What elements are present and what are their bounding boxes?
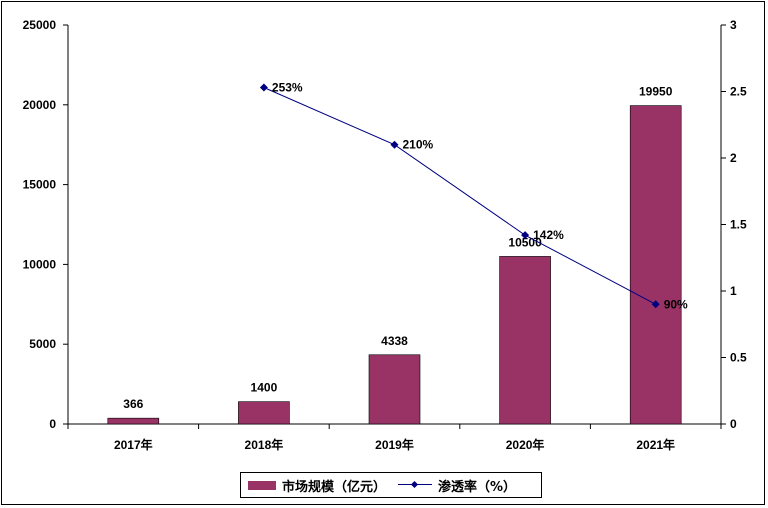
legend-item-bar: 市场规模（亿元） xyxy=(241,476,386,495)
bar-data-label: 19950 xyxy=(639,85,673,99)
line-series xyxy=(263,87,656,305)
right-axis-tick-label: 1.5 xyxy=(730,218,747,232)
line-marker xyxy=(259,83,268,92)
line-marker xyxy=(521,231,530,240)
bar xyxy=(368,354,421,425)
line-marker xyxy=(651,300,660,309)
x-axis-tick-label: 2018年 xyxy=(245,437,284,452)
chart-plot: 0 5000 10000 15000 20000 25000 0 0.5 1 1.5 2 2.5 3 20… xyxy=(23,18,747,452)
legend: 市场规模（亿元） 渗透率（%） xyxy=(240,472,542,498)
bar-data-label: 4338 xyxy=(381,334,408,348)
left-axis-tick-label: 20000 xyxy=(23,98,57,112)
left-axis-tick-label: 15000 xyxy=(23,178,57,192)
left-axis-tick-label: 10000 xyxy=(23,257,57,271)
legend-item-line: 渗透率（%） xyxy=(386,476,516,495)
line-data-label: 253% xyxy=(272,81,303,95)
right-axis-tick-label: 0.5 xyxy=(730,351,747,365)
x-axis-tick-label: 2019年 xyxy=(375,437,414,452)
left-axis-tick-label: 5000 xyxy=(29,337,56,351)
line-marker xyxy=(390,140,399,149)
left-axis-tick-label: 25000 xyxy=(23,18,57,32)
right-axis-tick-label: 3 xyxy=(730,18,737,32)
bar xyxy=(107,417,160,425)
line-data-label: 210% xyxy=(403,138,434,152)
x-axis-tick-label: 2017年 xyxy=(114,437,153,452)
x-axis-tick-label: 2020年 xyxy=(506,437,545,452)
bar-data-label: 1400 xyxy=(251,381,278,395)
right-axis-tick-label: 1 xyxy=(730,284,737,298)
x-axis-tick-label: 2021年 xyxy=(636,437,675,452)
bar xyxy=(238,401,290,425)
legend-line-swatch xyxy=(398,480,433,490)
left-axis-tick-label: 0 xyxy=(49,417,56,431)
right-axis-tick-label: 2.5 xyxy=(730,85,747,99)
line-data-label: 142% xyxy=(533,228,564,242)
legend-line-label: 渗透率（%） xyxy=(438,479,517,495)
legend-bar-label: 市场规模（亿元） xyxy=(282,479,387,495)
bar-data-label: 366 xyxy=(123,397,143,411)
bar xyxy=(499,256,551,425)
right-axis-tick-label: 0 xyxy=(730,417,737,431)
right-axis-tick-label: 2 xyxy=(730,151,737,165)
legend-bar-swatch xyxy=(248,480,276,490)
line-data-label: 90% xyxy=(664,297,688,311)
bar xyxy=(629,105,682,425)
bar-data-label: 10500 xyxy=(508,235,542,249)
